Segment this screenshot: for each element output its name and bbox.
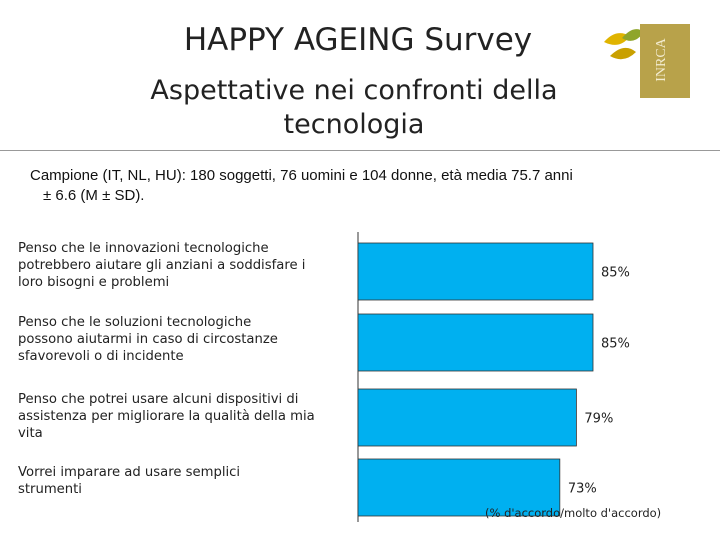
chart-title: HAPPY AGEING Survey — [183, 22, 533, 58]
value-label-3: 79% — [584, 412, 613, 427]
value-label-2: 85% — [601, 337, 630, 352]
category-label-line: vita — [18, 426, 43, 441]
value-label-1: 85% — [601, 266, 630, 281]
category-label-line: potrebbero aiutare gli anziani a soddisf… — [18, 258, 306, 273]
bar-4 — [357, 458, 561, 517]
category-label-line: Vorrei imparare ad usare semplici — [18, 465, 241, 480]
sample-line1: Campione (IT, NL, HU): 180 soggetti, 76 … — [30, 167, 573, 184]
category-label-line: possono aiutarmi in caso di circostanze — [18, 332, 278, 347]
category-label-line: Penso che potrei usare alcuni dispositiv… — [18, 392, 299, 407]
sample-description: Campione (IT, NL, HU): 180 soggetti, 76 … — [30, 166, 695, 206]
header-divider — [0, 150, 720, 151]
category-label-line: strumenti — [18, 482, 82, 497]
category-label-line: sfavorevoli o di incidente — [18, 349, 184, 364]
value-label-4: 73% — [568, 482, 597, 497]
chart-note: (% d'accordo/molto d'accordo) — [485, 506, 662, 520]
category-label-line: assistenza per migliorare la qualità del… — [18, 409, 315, 424]
sample-line2: ± 6.6 (M ± SD). — [43, 187, 145, 204]
category-label-3: Penso che potrei usare alcuni dispositiv… — [18, 391, 348, 442]
chart-subtitle-line2: tecnologia — [283, 109, 425, 140]
inrca-logo: INRCA — [600, 20, 700, 100]
bar-2 — [357, 313, 594, 372]
category-label-line: loro bisogni e problemi — [18, 275, 170, 290]
bar-1 — [357, 242, 594, 301]
category-label-line: Penso che le innovazioni tecnologiche — [18, 241, 269, 256]
chart-subtitle: Aspettative nei confronti della tecnolog… — [0, 74, 714, 142]
logo-graphic: INRCA — [604, 24, 690, 98]
logo-wordmark: INRCA — [654, 37, 669, 81]
bar-3 — [357, 388, 577, 447]
category-label-line: Penso che le soluzioni tecnologiche — [18, 315, 252, 330]
category-label-2: Penso che le soluzioni tecnologiche posso… — [18, 314, 348, 365]
category-label-4: Vorrei imparare ad usare semplici strumen… — [18, 464, 348, 498]
category-label-1: Penso che le innovazioni tecnologiche pot… — [18, 240, 348, 291]
chart-subtitle-line1: Aspettative nei confronti della — [150, 75, 558, 106]
